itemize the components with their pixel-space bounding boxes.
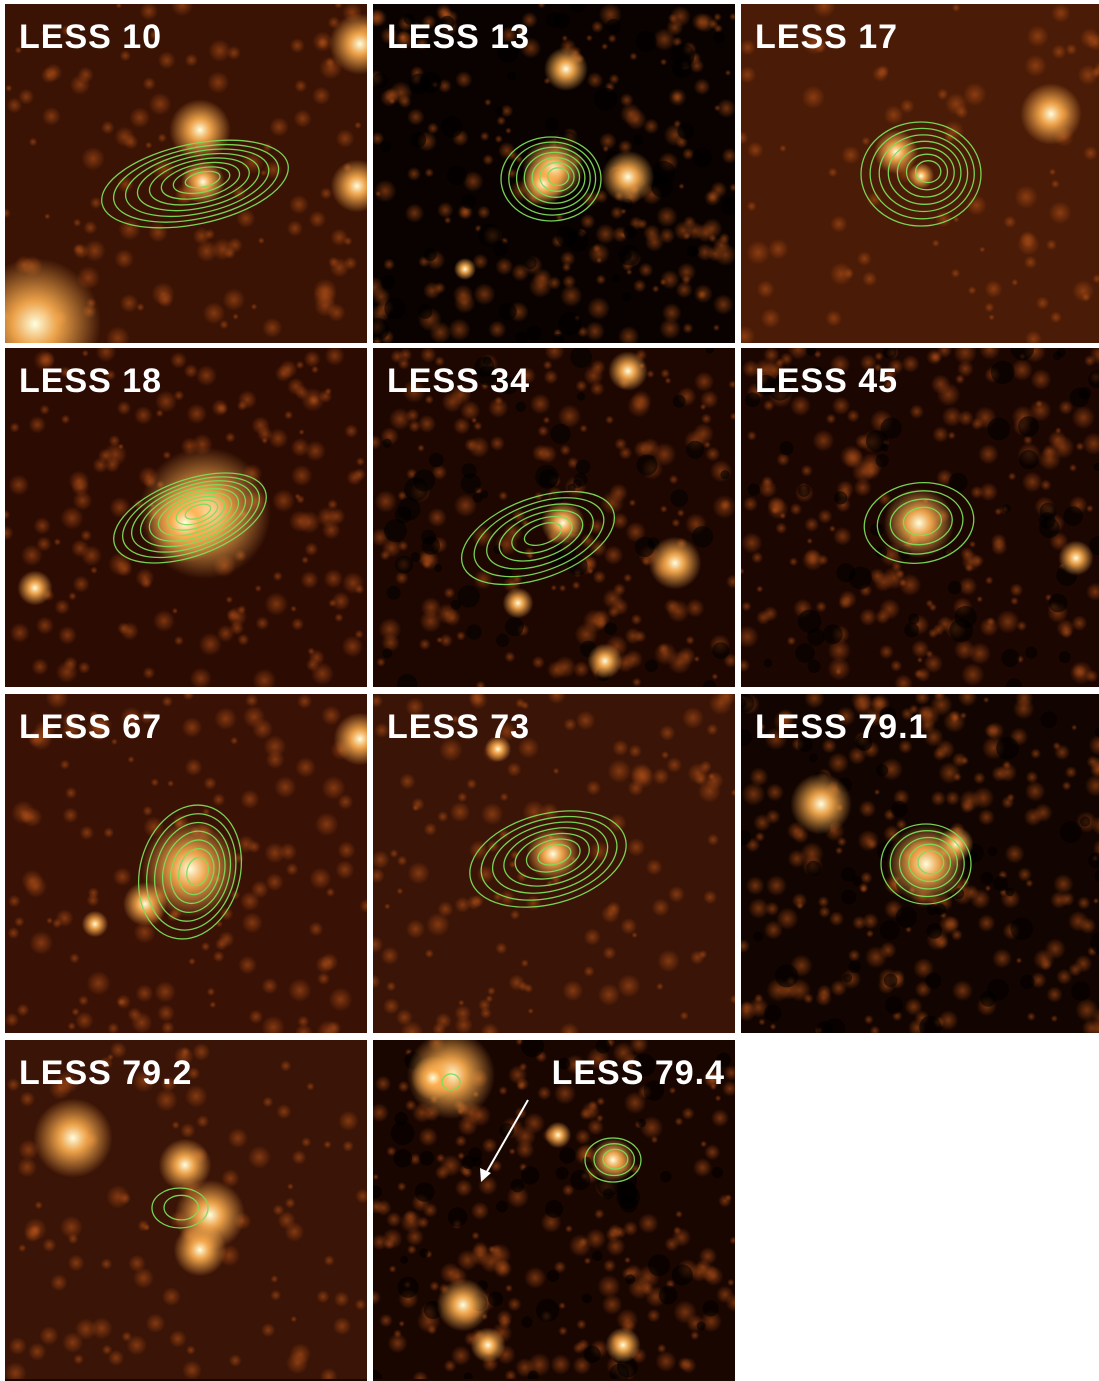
panel-label: LESS 13 [387, 18, 531, 56]
panel-less-45: LESS 45 [741, 348, 1099, 687]
panel-less-79-1: LESS 79.1 [741, 694, 1099, 1033]
panel-image [5, 1040, 367, 1379]
panel-image [5, 348, 367, 687]
empty-cell [739, 1037, 1099, 1381]
panel-image [741, 4, 1099, 343]
panel-less-79-4: LESS 79.4 [373, 1040, 735, 1381]
panel-image [373, 348, 735, 687]
panel-label: LESS 17 [755, 18, 899, 56]
panel-image [5, 694, 367, 1033]
panel-label: LESS 10 [19, 18, 163, 56]
panel-image [373, 4, 735, 343]
panel-less-79-2: LESS 79.2 [5, 1040, 367, 1381]
panel-less-17: LESS 17 [741, 4, 1099, 343]
panel-label: LESS 18 [19, 362, 163, 400]
panel-label: LESS 79.1 [755, 708, 929, 746]
panel-less-73: LESS 73 [373, 694, 735, 1033]
panel-image [741, 694, 1099, 1033]
panel-less-18: LESS 18 [5, 348, 367, 687]
panel-label: LESS 67 [19, 708, 163, 746]
panel-image [373, 694, 735, 1033]
panel-label: LESS 34 [387, 362, 531, 400]
panel-less-34: LESS 34 [373, 348, 735, 687]
panel-less-10: LESS 10 [5, 4, 367, 343]
panel-label: LESS 73 [387, 708, 531, 746]
panel-less-13: LESS 13 [373, 4, 735, 343]
panel-label: LESS 79.4 [551, 1054, 725, 1092]
panel-less-67: LESS 67 [5, 694, 367, 1033]
panel-image [741, 348, 1099, 687]
panel-image [373, 1040, 735, 1379]
panel-image [5, 4, 367, 343]
panel-label: LESS 45 [755, 362, 899, 400]
panel-label: LESS 79.2 [19, 1054, 193, 1092]
